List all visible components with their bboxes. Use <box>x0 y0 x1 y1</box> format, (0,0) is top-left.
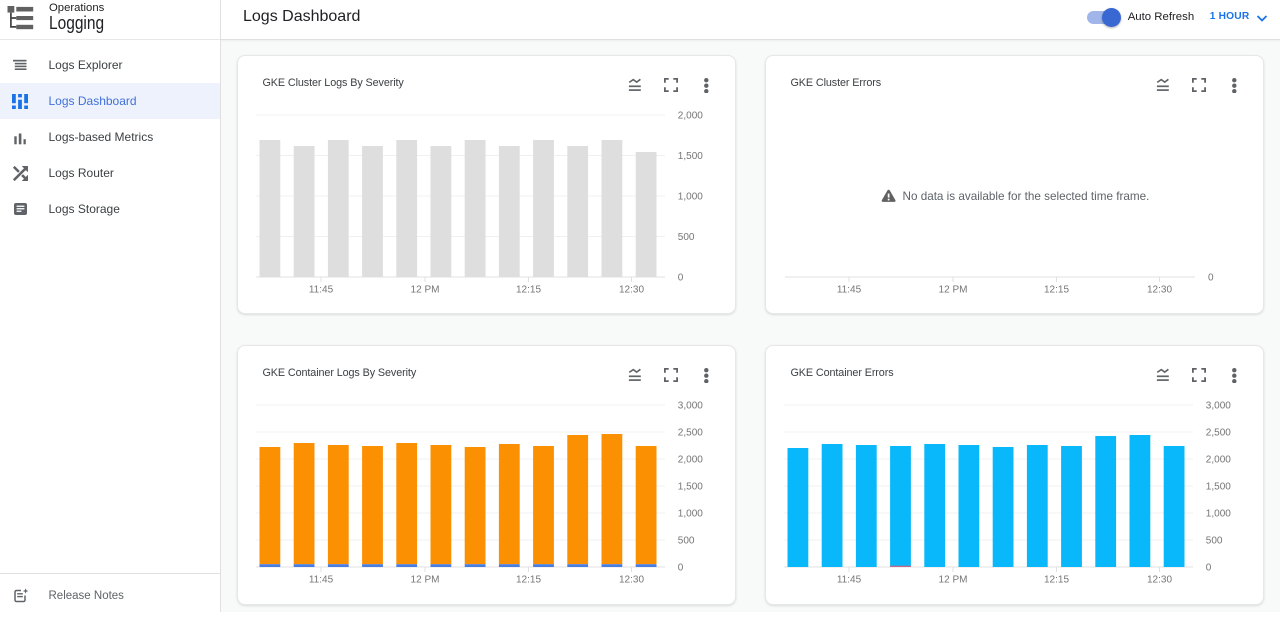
svg-text:12 PM: 12 PM <box>939 575 968 586</box>
svg-text:11:45: 11:45 <box>309 575 334 586</box>
svg-text:12 PM: 12 PM <box>939 285 968 296</box>
svg-text:3,000: 3,000 <box>678 401 703 412</box>
svg-text:1,000: 1,000 <box>678 192 703 203</box>
svg-text:1,500: 1,500 <box>678 482 703 493</box>
svg-text:12:15: 12:15 <box>516 285 541 296</box>
svg-text:0: 0 <box>1208 273 1214 284</box>
svg-text:12:30: 12:30 <box>619 575 644 586</box>
svg-text:12:30: 12:30 <box>619 285 644 296</box>
svg-text:2,000: 2,000 <box>1206 455 1231 466</box>
svg-text:11:45: 11:45 <box>837 285 862 296</box>
svg-text:12 PM: 12 PM <box>411 285 440 296</box>
svg-text:1,000: 1,000 <box>1206 509 1231 520</box>
svg-text:500: 500 <box>678 232 695 243</box>
svg-text:500: 500 <box>1206 536 1223 547</box>
svg-text:12:15: 12:15 <box>1044 285 1069 296</box>
svg-text:500: 500 <box>678 536 695 547</box>
svg-text:12 PM: 12 PM <box>411 575 440 586</box>
svg-text:11:45: 11:45 <box>837 575 862 586</box>
svg-text:0: 0 <box>678 273 684 284</box>
svg-text:1,000: 1,000 <box>678 509 703 520</box>
svg-text:2,000: 2,000 <box>678 111 703 122</box>
svg-text:1,500: 1,500 <box>678 151 703 162</box>
svg-text:2,500: 2,500 <box>678 428 703 439</box>
svg-text:3,000: 3,000 <box>1206 401 1231 412</box>
svg-text:12:30: 12:30 <box>1147 575 1172 586</box>
svg-text:2,500: 2,500 <box>1206 428 1231 439</box>
svg-text:12:15: 12:15 <box>1044 575 1069 586</box>
svg-text:0: 0 <box>678 563 684 574</box>
svg-text:12:30: 12:30 <box>1147 285 1172 296</box>
svg-text:11:45: 11:45 <box>309 285 334 296</box>
svg-text:0: 0 <box>1206 563 1212 574</box>
svg-text:1,500: 1,500 <box>1206 482 1231 493</box>
svg-text:12:15: 12:15 <box>516 575 541 586</box>
svg-text:2,000: 2,000 <box>678 455 703 466</box>
svg-text:No data is available for the s: No data is available for the selected ti… <box>903 190 1150 203</box>
